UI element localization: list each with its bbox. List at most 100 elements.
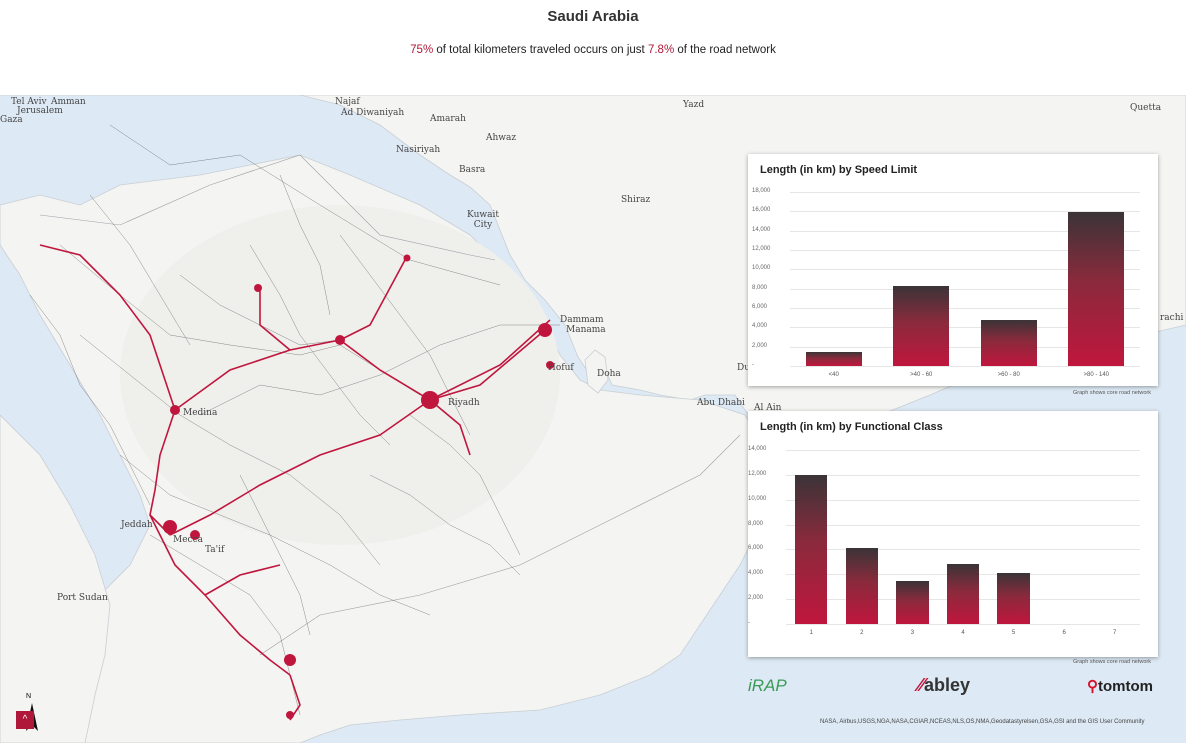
x-tick-label: >60 - 80 [997, 372, 1020, 378]
y-tick-label: 18,000 [752, 188, 771, 194]
gridline [790, 366, 1140, 367]
place-gaza: Gaza [0, 115, 23, 125]
hofuf-cluster [546, 361, 554, 369]
y-tick-label: 12,000 [752, 246, 771, 252]
place-amman: Amman [51, 97, 86, 107]
gridline [790, 346, 1140, 348]
y-tick-label: 6,000 [748, 545, 764, 552]
bar-4[interactable] [946, 564, 980, 624]
place-jeddah: Jeddah [121, 520, 153, 530]
place-al-ain: Al Ain [754, 403, 782, 413]
buraydah-cluster [335, 335, 345, 345]
desert-tint [120, 205, 560, 545]
page-title: Saudi Arabia [547, 8, 639, 25]
gridline [786, 549, 1140, 551]
y-tick-label: 8,000 [748, 520, 764, 527]
place-ad-diwaniyah: Ad Diwaniyah [341, 108, 405, 118]
speed-limit-chart-title: Length (in km) by Speed Limit [760, 164, 918, 176]
place-tel-aviv: Tel Aviv [11, 97, 47, 107]
place-amarah: Amarah [430, 114, 466, 124]
gridline [790, 308, 1140, 309]
riyadh-cluster [421, 391, 439, 409]
x-tick-label: 3 [910, 630, 915, 636]
jazan-cluster [286, 711, 294, 719]
page-header: Saudi Arabia 75% of total kilometers tra… [0, 0, 1186, 95]
place-quetta: Quetta [1130, 103, 1162, 113]
gridline [790, 288, 1140, 290]
place-karachi: rachi [1160, 313, 1184, 323]
gridline [790, 192, 1140, 193]
functional-class-chart-title: Length (in km) by Functional Class [760, 421, 943, 433]
africa-land [0, 414, 111, 743]
bar->40 - 60[interactable] [893, 285, 950, 366]
jeddah-cluster [163, 520, 177, 534]
gridline [786, 524, 1140, 526]
y-tick-label: - [748, 620, 750, 626]
bar-5[interactable] [997, 573, 1030, 624]
bar-<40[interactable] [805, 351, 862, 366]
functional-class-chart: - 2,000 4,000 6,000 8,000 10,000 12,000 14,000 1… [748, 411, 1158, 657]
x-tick-label: >80 - 140 [1083, 372, 1110, 378]
medina-cluster [170, 405, 180, 415]
gridline [786, 624, 1140, 625]
road-network-grey [29, 124, 560, 716]
bar-2[interactable] [845, 548, 879, 624]
tomtom-logo-text: tomtom [1098, 678, 1153, 695]
speed-limit-panel: Length (in km) by Speed Limit - 2,000 4,00… [748, 154, 1158, 386]
place-kuwait-city: Kuwait City [467, 210, 499, 230]
chevron-up-icon: ^ [22, 714, 28, 725]
mecca-cluster [190, 530, 200, 540]
place-yazd: Yazd [683, 100, 705, 110]
page-subtitle: 75% of total kilometers traveled occurs … [0, 44, 1186, 56]
y-tick-label: - [752, 362, 754, 368]
hail-cluster [254, 284, 262, 292]
hafar-cluster [403, 254, 411, 262]
gridline [790, 250, 1140, 251]
abley-logo-text: abley [924, 675, 971, 695]
gridline [790, 230, 1140, 232]
gridline [790, 211, 1140, 213]
bar->80 - 140[interactable] [1068, 212, 1125, 366]
x-tick-label: 6 [1062, 630, 1066, 636]
north-label: N [26, 693, 32, 700]
place-dammam: Dammam [560, 315, 604, 325]
subtitle-text-mid: of total kilometers traveled occurs on j… [433, 44, 648, 56]
country-border-south [259, 434, 741, 656]
dammam-cluster [538, 323, 552, 337]
y-tick-label: 4,000 [748, 570, 764, 577]
x-tick-label: >40 - 60 [910, 372, 933, 378]
place-basra: Basra [459, 165, 486, 175]
place-jerusalem: Jerusalem [17, 106, 63, 116]
y-tick-label: 10,000 [748, 495, 767, 502]
bar->60 - 80[interactable] [980, 319, 1037, 366]
y-tick-label: 14,000 [748, 446, 767, 452]
place-hofuf: Hofuf [548, 363, 574, 373]
y-tick-label: 8,000 [752, 284, 768, 291]
bar-3[interactable] [896, 580, 929, 624]
qatar-land [584, 349, 609, 394]
y-tick-label: 6,000 [752, 304, 768, 310]
y-tick-label: 2,000 [748, 595, 764, 602]
irap-logo[interactable]: iRAP [748, 676, 787, 695]
place-shiraz: Shiraz [621, 195, 651, 205]
y-tick-label: 12,000 [748, 470, 767, 477]
place-doha: Doha [597, 369, 621, 379]
gridline [786, 450, 1140, 451]
tomtom-logo[interactable]: ⚲tomtom [1087, 677, 1153, 695]
bar-1[interactable] [795, 474, 828, 624]
x-tick-label: 2 [860, 630, 864, 636]
place-nasiriyah: Nasiriyah [396, 145, 441, 155]
abley-logo[interactable]: ⁄⁄abley [918, 675, 970, 696]
place-du: Du [737, 363, 751, 373]
y-tick-label: 16,000 [752, 207, 771, 214]
abley-mark-icon: ⁄⁄ [918, 675, 925, 695]
place-medina: Medina [183, 408, 218, 418]
place-abu-dhabi: Abu Dhabi [697, 398, 745, 408]
speed-limit-chart: - 2,000 4,000 6,000 8,000 10,000 12,000 14,000 1… [748, 154, 1158, 386]
place-najaf: Najaf [335, 97, 360, 107]
country-border [39, 154, 496, 261]
functional-class-note: Graph shows core road network [1073, 659, 1151, 665]
collapse-button[interactable]: ^ [16, 711, 34, 729]
abha-cluster [284, 654, 296, 666]
x-tick-label: 4 [961, 630, 965, 636]
